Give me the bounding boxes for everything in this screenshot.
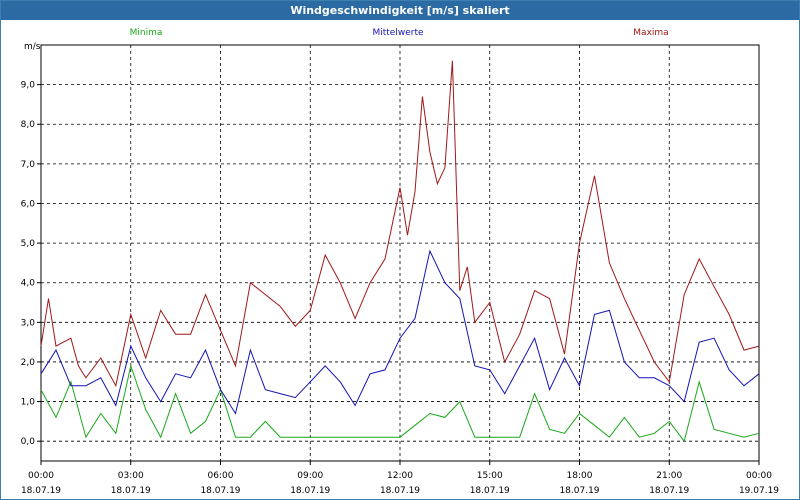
x-tick-time-label: 00:00 <box>746 471 772 481</box>
y-tick-label: 0,0 <box>21 437 36 447</box>
wind-speed-chart: 0,0 1,0 2,0 3,0 4,0 5,0 6,0 7,0 8,0 9,0 00:00 18.0… <box>21 28 780 496</box>
x-tick-date-label: 18.07.19 <box>111 486 151 496</box>
y-tick-label: 2,0 <box>21 358 36 368</box>
y-tick-label: 6,0 <box>21 199 36 209</box>
legend: Minima Mittelwerte Maxima <box>130 28 669 38</box>
x-tick-date-label: 18.07.19 <box>559 486 599 496</box>
series-lines <box>40 60 760 443</box>
x-tick-time-label: 15:00 <box>477 471 503 481</box>
x-tick-time-label: 03:00 <box>118 471 144 481</box>
y-tick-label: 5,0 <box>21 239 36 249</box>
y-tick-label: 7,0 <box>21 160 36 170</box>
y-axis-label: m/s <box>24 42 41 52</box>
series-line-maxima <box>40 60 760 388</box>
legend-entry-maxima: Maxima <box>633 28 668 38</box>
x-tick-time-label: 21:00 <box>656 471 682 481</box>
y-tick-label: 9,0 <box>21 81 36 91</box>
y-tick-label: 3,0 <box>21 318 36 328</box>
x-tick-time-label: 18:00 <box>567 471 593 481</box>
x-tick-date-label: 18.07.19 <box>290 486 330 496</box>
x-tick-date-label: 18.07.19 <box>200 486 240 496</box>
y-tick-label: 1,0 <box>21 398 36 408</box>
series-line-mittelwerte <box>40 249 760 415</box>
x-tick-time-label: 09:00 <box>297 471 323 481</box>
legend-entry-minima: Minima <box>130 28 163 38</box>
plot-area <box>40 44 760 462</box>
window-title: Windgeschwindigkeit [m/s] skaliert <box>1 1 799 20</box>
series-line-minima <box>40 364 760 443</box>
x-tick-time-label: 00:00 <box>28 471 54 481</box>
y-tick-label: 4,0 <box>21 279 36 289</box>
x-tick-date-label: 19.07.19 <box>739 486 779 496</box>
x-axis: 00:00 18.07.19 03:00 18.07.19 06:00 18.07.19 0… <box>21 461 779 496</box>
legend-entry-mittelwerte: Mittelwerte <box>372 28 423 38</box>
x-tick-date-label: 18.07.19 <box>649 486 689 496</box>
x-tick-time-label: 06:00 <box>208 471 234 481</box>
x-tick-date-label: 18.07.19 <box>21 486 61 496</box>
y-axis: 0,0 1,0 2,0 3,0 4,0 5,0 6,0 7,0 8,0 9,0 <box>21 81 41 447</box>
y-tick-label: 8,0 <box>21 120 36 130</box>
x-tick-date-label: 18.07.19 <box>470 486 510 496</box>
x-tick-date-label: 18.07.19 <box>380 486 420 496</box>
x-tick-time-label: 12:00 <box>387 471 413 481</box>
